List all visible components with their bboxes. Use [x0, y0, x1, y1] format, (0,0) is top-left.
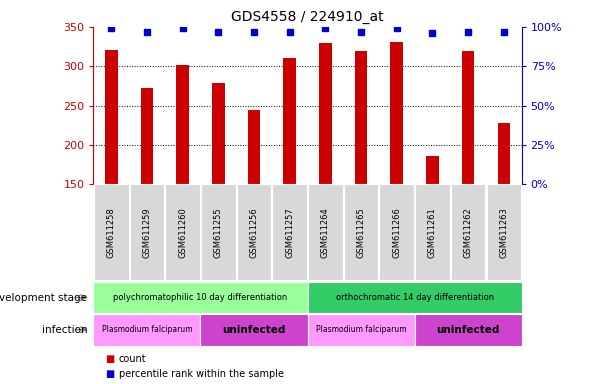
Text: GSM611256: GSM611256 — [250, 207, 259, 258]
Text: GSM611259: GSM611259 — [142, 207, 151, 258]
Text: uninfected: uninfected — [223, 324, 286, 335]
Bar — [462, 51, 475, 184]
Text: GSM611264: GSM611264 — [321, 207, 330, 258]
Text: Plasmodium falciparum: Plasmodium falciparum — [316, 325, 406, 334]
Text: GSM611266: GSM611266 — [392, 207, 401, 258]
Bar — [105, 50, 118, 184]
Text: GSM611258: GSM611258 — [107, 207, 116, 258]
Bar — [283, 58, 296, 184]
Bar — [391, 42, 403, 184]
Title: GDS4558 / 224910_at: GDS4558 / 224910_at — [231, 10, 384, 25]
Bar — [497, 123, 510, 184]
Text: infection: infection — [42, 324, 87, 335]
Bar — [248, 109, 260, 184]
Bar — [426, 156, 438, 184]
Text: count: count — [119, 354, 147, 364]
Text: percentile rank within the sample: percentile rank within the sample — [119, 369, 284, 379]
Bar — [319, 43, 332, 184]
Text: GSM611260: GSM611260 — [178, 207, 187, 258]
Text: development stage: development stage — [0, 293, 87, 303]
Text: GSM611261: GSM611261 — [428, 207, 437, 258]
Text: GSM611257: GSM611257 — [285, 207, 294, 258]
Bar — [177, 65, 189, 184]
Text: GSM611265: GSM611265 — [356, 207, 365, 258]
Bar — [355, 51, 367, 184]
Text: ■: ■ — [106, 354, 115, 364]
Text: GSM611255: GSM611255 — [214, 207, 223, 258]
Bar — [212, 83, 224, 184]
Text: Plasmodium falciparum: Plasmodium falciparum — [102, 325, 192, 334]
Text: polychromatophilic 10 day differentiation: polychromatophilic 10 day differentiatio… — [113, 293, 288, 302]
Text: ■: ■ — [106, 369, 115, 379]
Text: GSM611262: GSM611262 — [464, 207, 473, 258]
Bar — [140, 88, 153, 184]
Text: uninfected: uninfected — [437, 324, 500, 335]
Text: GSM611263: GSM611263 — [499, 207, 508, 258]
Text: orthochromatic 14 day differentiation: orthochromatic 14 day differentiation — [335, 293, 494, 302]
